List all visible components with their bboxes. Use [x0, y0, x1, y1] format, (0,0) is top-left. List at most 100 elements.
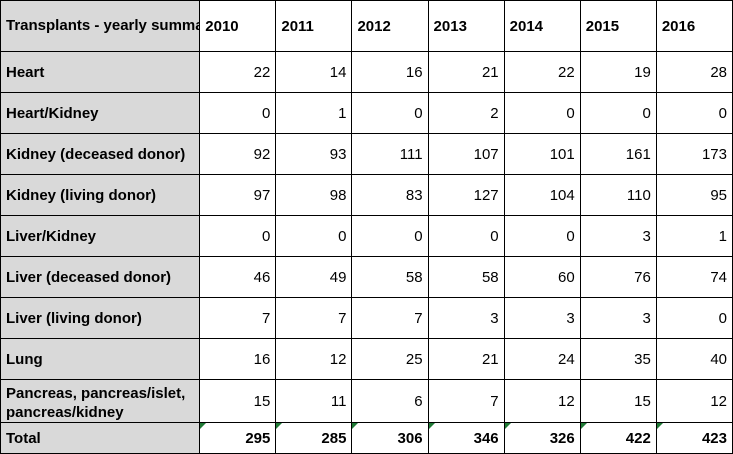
value-cell[interactable]: 173 — [655, 133, 733, 175]
value-cell[interactable]: 7 — [427, 379, 505, 423]
value-cell[interactable]: 3 — [579, 297, 657, 339]
value-cell[interactable]: 40 — [655, 338, 733, 380]
value-cell[interactable]: 28 — [655, 51, 733, 93]
value-cell[interactable]: 35 — [579, 338, 657, 380]
value-cell[interactable]: 0 — [427, 215, 505, 257]
error-flag-icon — [429, 423, 435, 429]
year-header-2010[interactable]: 2010 — [199, 0, 277, 52]
value-cell[interactable]: 22 — [503, 51, 581, 93]
value-cell[interactable]: 25 — [351, 338, 429, 380]
row-label-cell[interactable]: Heart/Kidney — [0, 92, 201, 134]
total-label-cell[interactable]: Total — [0, 422, 201, 454]
value-cell[interactable]: 0 — [199, 92, 277, 134]
table-row: Heart/Kidney 0 1 0 2 0 0 0 — [0, 92, 733, 134]
total-cell[interactable]: 295 — [199, 422, 277, 454]
value-cell[interactable]: 58 — [351, 256, 429, 298]
value-cell[interactable]: 76 — [579, 256, 657, 298]
value-cell[interactable]: 7 — [275, 297, 353, 339]
value-cell[interactable]: 92 — [199, 133, 277, 175]
value-cell[interactable]: 12 — [275, 338, 353, 380]
value-cell[interactable]: 101 — [503, 133, 581, 175]
year-header-2012[interactable]: 2012 — [351, 0, 429, 52]
year-header-2014[interactable]: 2014 — [503, 0, 581, 52]
year-header-2015[interactable]: 2015 — [579, 0, 657, 52]
value-cell[interactable]: 83 — [351, 174, 429, 216]
value-cell[interactable]: 0 — [351, 215, 429, 257]
value-cell[interactable]: 14 — [275, 51, 353, 93]
row-label-cell[interactable]: Liver/Kidney — [0, 215, 201, 257]
error-flag-icon — [505, 423, 511, 429]
value-cell[interactable]: 60 — [503, 256, 581, 298]
value-cell[interactable]: 7 — [351, 297, 429, 339]
total-cell[interactable]: 285 — [275, 422, 353, 454]
value-cell[interactable]: 1 — [655, 215, 733, 257]
value-cell[interactable]: 16 — [351, 51, 429, 93]
total-cell[interactable]: 423 — [655, 422, 733, 454]
total-cell[interactable]: 346 — [427, 422, 505, 454]
value-cell[interactable]: 12 — [655, 379, 733, 423]
table-row: Lung 16 12 25 21 24 35 40 — [0, 338, 733, 380]
total-value: 285 — [321, 429, 347, 447]
value-cell[interactable]: 0 — [655, 297, 733, 339]
value-cell[interactable]: 21 — [427, 338, 505, 380]
value-cell[interactable]: 0 — [503, 215, 581, 257]
value-cell[interactable]: 95 — [655, 174, 733, 216]
row-label-cell[interactable]: Kidney (living donor) — [0, 174, 201, 216]
row-label-cell[interactable]: Pancreas, pancreas/islet, pancreas/kidne… — [0, 379, 201, 423]
value-cell[interactable]: 111 — [351, 133, 429, 175]
total-row: Total 295 285 306 346 326 422 423 — [0, 422, 733, 454]
value-cell[interactable]: 0 — [351, 92, 429, 134]
value-cell[interactable]: 0 — [655, 92, 733, 134]
value-cell[interactable]: 0 — [579, 92, 657, 134]
value-cell[interactable]: 161 — [579, 133, 657, 175]
error-flag-icon — [200, 423, 207, 429]
total-cell[interactable]: 306 — [351, 422, 429, 454]
value-cell[interactable]: 107 — [427, 133, 505, 175]
value-cell[interactable]: 98 — [275, 174, 353, 216]
row-label-cell[interactable]: Lung — [0, 338, 201, 380]
row-label-cell[interactable]: Kidney (deceased donor) — [0, 133, 201, 175]
value-cell[interactable]: 19 — [579, 51, 657, 93]
value-cell[interactable]: 74 — [655, 256, 733, 298]
value-cell[interactable]: 21 — [427, 51, 505, 93]
total-value: 306 — [397, 429, 423, 447]
row-label-cell[interactable]: Liver (living donor) — [0, 297, 201, 339]
value-cell[interactable]: 104 — [503, 174, 581, 216]
value-cell[interactable]: 22 — [199, 51, 277, 93]
value-cell[interactable]: 16 — [199, 338, 277, 380]
value-cell[interactable]: 0 — [503, 92, 581, 134]
value-cell[interactable]: 0 — [199, 215, 277, 257]
total-value: 295 — [245, 429, 271, 447]
year-header-2011[interactable]: 2011 — [275, 0, 353, 52]
table-title-cell[interactable]: Transplants - yearly summary — [0, 0, 201, 52]
error-flag-icon — [276, 423, 283, 429]
total-value: 423 — [701, 429, 727, 447]
total-cell[interactable]: 326 — [503, 422, 581, 454]
row-label-cell[interactable]: Heart — [0, 51, 201, 93]
value-cell[interactable]: 127 — [427, 174, 505, 216]
value-cell[interactable]: 7 — [199, 297, 277, 339]
value-cell[interactable]: 0 — [275, 215, 353, 257]
value-cell[interactable]: 3 — [579, 215, 657, 257]
value-cell[interactable]: 97 — [199, 174, 277, 216]
table-row: Liver (deceased donor) 46 49 58 58 60 76 74 — [0, 256, 733, 298]
value-cell[interactable]: 3 — [503, 297, 581, 339]
value-cell[interactable]: 49 — [275, 256, 353, 298]
value-cell[interactable]: 110 — [579, 174, 657, 216]
value-cell[interactable]: 24 — [503, 338, 581, 380]
total-cell[interactable]: 422 — [579, 422, 657, 454]
value-cell[interactable]: 12 — [503, 379, 581, 423]
value-cell[interactable]: 15 — [199, 379, 277, 423]
value-cell[interactable]: 11 — [275, 379, 353, 423]
value-cell[interactable]: 2 — [427, 92, 505, 134]
year-header-2016[interactable]: 2016 — [655, 0, 733, 52]
value-cell[interactable]: 93 — [275, 133, 353, 175]
year-header-2013[interactable]: 2013 — [427, 0, 505, 52]
row-label-cell[interactable]: Liver (deceased donor) — [0, 256, 201, 298]
value-cell[interactable]: 3 — [427, 297, 505, 339]
value-cell[interactable]: 15 — [579, 379, 657, 423]
value-cell[interactable]: 46 — [199, 256, 277, 298]
value-cell[interactable]: 58 — [427, 256, 505, 298]
value-cell[interactable]: 1 — [275, 92, 353, 134]
value-cell[interactable]: 6 — [351, 379, 429, 423]
